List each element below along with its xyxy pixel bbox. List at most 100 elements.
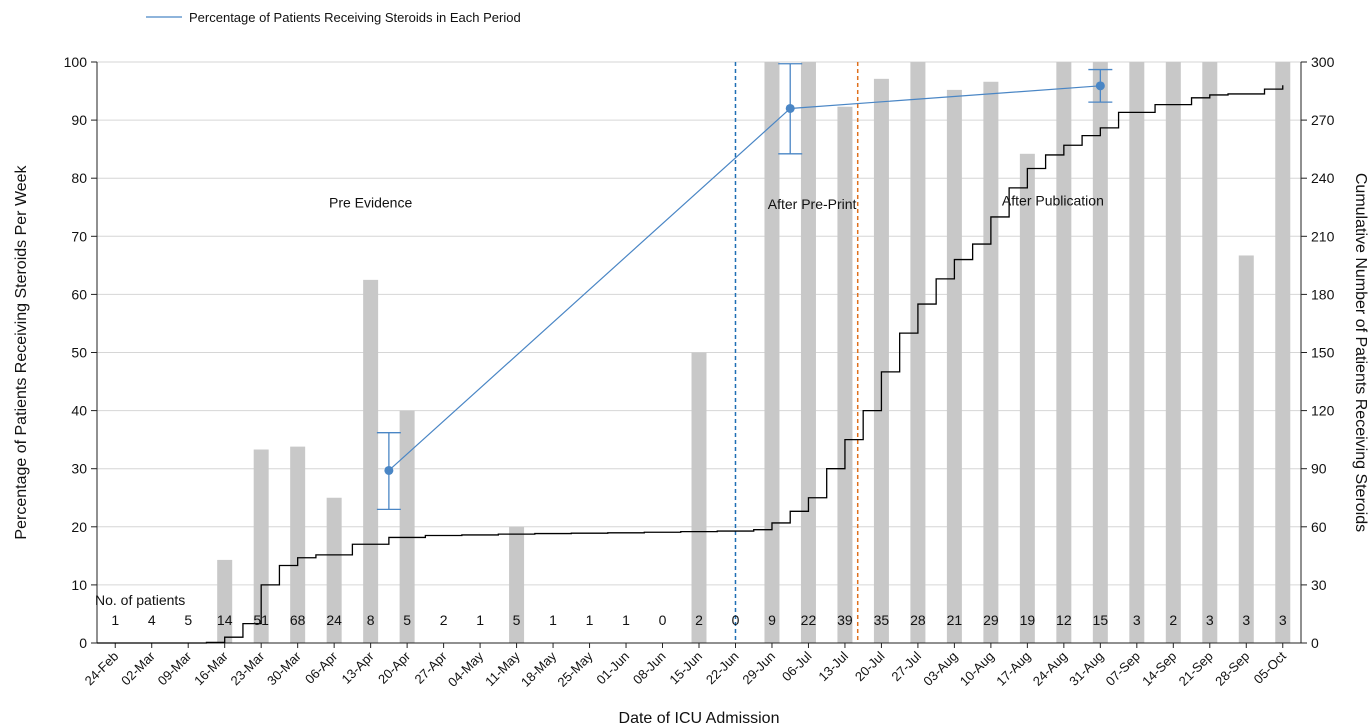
bar: [326, 497, 342, 643]
patients-count: 12: [1056, 612, 1072, 628]
patients-count: 68: [290, 612, 306, 628]
x-tick-label: 18-May: [518, 648, 560, 690]
x-tick-label: 30-Mar: [264, 648, 304, 688]
x-tick-label: 13-Jul: [815, 648, 851, 684]
y-axis-title-left: Percentage of Patients Receiving Steroid…: [13, 164, 30, 539]
y-tick-label-right: 240: [1311, 170, 1335, 186]
x-tick-label: 31-Aug: [1066, 649, 1106, 689]
x-tick-label: 27-Jul: [888, 648, 924, 684]
patients-count: 24: [326, 612, 342, 628]
period-percent-point: [785, 103, 795, 113]
x-tick-label: 29-Jun: [739, 649, 778, 688]
x-tick-label: 21-Sep: [1176, 649, 1216, 689]
x-tick-label: 22-Jun: [703, 649, 742, 688]
y-tick-label-left: 100: [64, 54, 88, 70]
bar: [217, 559, 233, 643]
period-annotation: After Publication: [1002, 193, 1104, 209]
patients-count: 1: [476, 612, 484, 628]
y-tick-label-left: 10: [71, 577, 87, 593]
bar: [1056, 62, 1072, 643]
patients-count: 2: [1169, 612, 1177, 628]
x-tick-label: 03-Aug: [920, 649, 960, 689]
patients-count: 15: [1093, 612, 1109, 628]
x-tick-label: 05-Oct: [1251, 648, 1289, 686]
x-tick-label: 20-Jul: [852, 648, 888, 684]
bar: [910, 62, 926, 643]
y-tick-label-right: 150: [1311, 345, 1335, 361]
bar: [1165, 62, 1181, 643]
bar: [399, 410, 415, 643]
x-tick-label: 10-Aug: [957, 649, 997, 689]
x-tick-label: 02-Mar: [118, 648, 158, 688]
y-tick-label-left: 80: [71, 170, 87, 186]
x-tick-label: 09-Mar: [155, 648, 195, 688]
bar: [873, 78, 889, 643]
x-tick-label: 23-Mar: [228, 648, 268, 688]
y-tick-label-right: 300: [1311, 54, 1335, 70]
x-tick-label: 14-Sep: [1139, 649, 1179, 689]
patients-count: 1: [586, 612, 594, 628]
patients-count: 29: [983, 612, 999, 628]
patients-count: 8: [367, 612, 375, 628]
patients-count: 4: [148, 612, 156, 628]
y-tick-label-left: 20: [71, 519, 87, 535]
bar: [800, 62, 816, 643]
x-tick-label: 15-Jun: [666, 649, 705, 688]
x-tick-label: 06-Apr: [302, 648, 341, 687]
period-annotation: Pre Evidence: [329, 194, 412, 210]
x-tick-label: 11-May: [482, 648, 523, 689]
period-percent-point: [384, 465, 394, 475]
bar: [1129, 62, 1145, 643]
patients-count: 2: [440, 612, 448, 628]
y-tick-label-left: 50: [71, 345, 87, 361]
y-tick-label-left: 70: [71, 228, 87, 244]
y-tick-label-left: 40: [71, 403, 87, 419]
y-tick-label-right: 90: [1311, 461, 1327, 477]
y-tick-label-left: 0: [79, 635, 87, 651]
y-tick-label-right: 30: [1311, 577, 1327, 593]
y-tick-label-left: 60: [71, 286, 87, 302]
y-tick-label-left: 30: [71, 461, 87, 477]
bar: [764, 62, 780, 643]
bar: [691, 352, 707, 643]
bar: [837, 106, 853, 643]
bar: [946, 89, 962, 643]
bar: [1092, 62, 1108, 643]
patients-count: 1: [549, 612, 557, 628]
y-tick-label-right: 120: [1311, 403, 1335, 419]
patients-count: 19: [1020, 612, 1036, 628]
y-tick-label-right: 60: [1311, 519, 1327, 535]
cumulative-step-line: [97, 85, 1284, 644]
bar: [983, 81, 999, 643]
patients-count-label: No. of patients: [95, 592, 185, 608]
y-tick-label-right: 210: [1311, 228, 1335, 244]
patients-count: 51: [253, 612, 269, 628]
period-percent-point: [1095, 81, 1105, 91]
x-tick-label: 24-Feb: [82, 649, 122, 689]
x-axis-title: Date of ICU Admission: [619, 710, 780, 727]
patients-count: 1: [622, 612, 630, 628]
bar: [290, 446, 306, 643]
y-tick-label-right: 270: [1311, 112, 1335, 128]
patients-count: 35: [874, 612, 890, 628]
bar: [363, 279, 379, 643]
legend-label: Percentage of Patients Receiving Steroid…: [189, 10, 521, 25]
patients-count: 22: [801, 612, 817, 628]
y-tick-label-right: 0: [1311, 635, 1319, 651]
y-tick-label-right: 180: [1311, 286, 1335, 302]
x-tick-label: 24-Aug: [1030, 649, 1070, 689]
x-tick-label: 06-Jul: [779, 648, 815, 684]
patients-count: 5: [513, 612, 521, 628]
bar: [253, 449, 269, 643]
period-annotation: After Pre-Print: [768, 196, 857, 212]
bar: [1019, 153, 1035, 643]
x-tick-label: 28-Sep: [1212, 649, 1252, 689]
bar: [509, 526, 525, 643]
patients-count: 3: [1133, 612, 1141, 628]
bar: [1238, 255, 1254, 643]
patients-count: 3: [1206, 612, 1214, 628]
x-tick-label: 17-Aug: [993, 649, 1033, 689]
patients-count: 28: [910, 612, 926, 628]
patients-count: 39: [837, 612, 853, 628]
